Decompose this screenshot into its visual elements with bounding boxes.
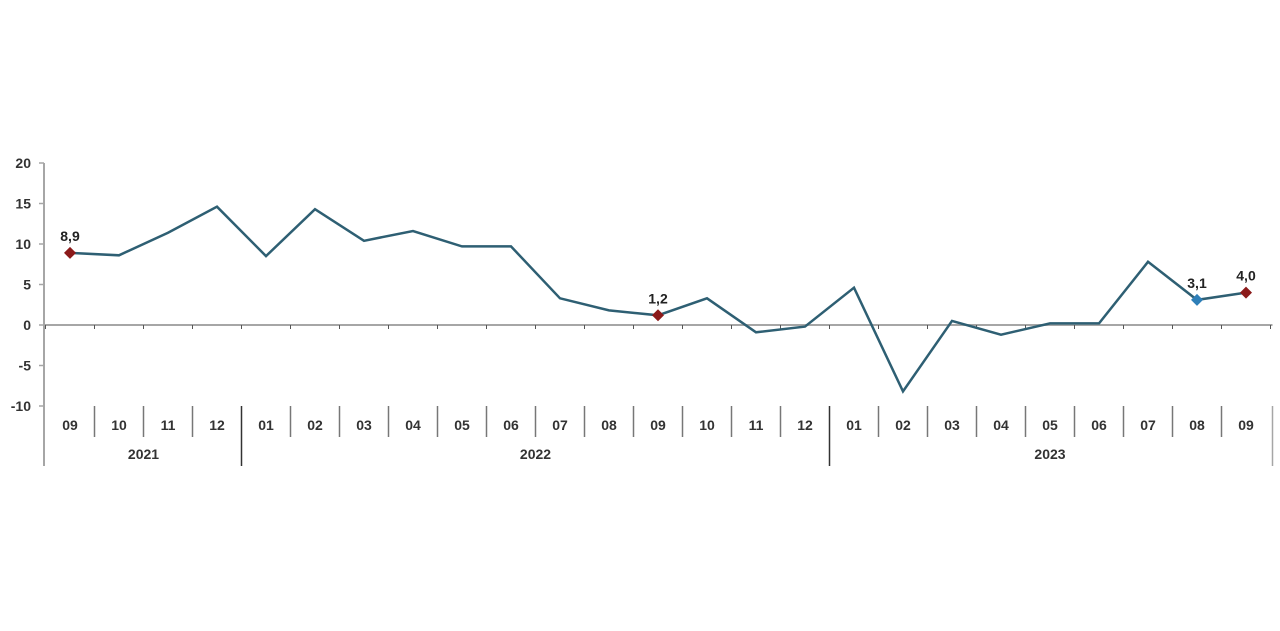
x-category-label: 09 — [650, 417, 666, 433]
x-category-label: 06 — [503, 417, 519, 433]
y-tick-label: 0 — [23, 317, 31, 333]
data-point-marker — [1240, 286, 1252, 299]
x-category-label: 05 — [1042, 417, 1058, 433]
year-label: 2023 — [1034, 446, 1065, 462]
x-category-label: 02 — [895, 417, 911, 433]
y-tick-label: 10 — [15, 236, 31, 252]
y-tick-label: 15 — [15, 196, 31, 212]
data-point-marker — [652, 309, 664, 322]
data-point-marker — [64, 246, 76, 259]
x-category-label: 07 — [552, 417, 568, 433]
x-axis: 09 10 11 12 01 02 03 04 05 06 07 08 09 10 11 12 01 02 03 04… — [44, 324, 1274, 466]
x-category-label: 11 — [749, 417, 764, 433]
x-category-label: 10 — [111, 417, 127, 433]
x-category-label: 07 — [1140, 417, 1156, 433]
data-point-label: 3,1 — [1187, 275, 1207, 291]
y-tick-label: -5 — [19, 358, 32, 374]
data-point-label: 4,0 — [1236, 268, 1256, 284]
data-point-marker — [1191, 293, 1203, 306]
x-category-label: 03 — [356, 417, 372, 433]
x-category-label: 06 — [1091, 417, 1107, 433]
year-label: 2022 — [520, 446, 551, 462]
x-category-label: 12 — [209, 417, 225, 433]
data-annotations: 8,9 1,2 3,1 4,0 — [60, 228, 1256, 322]
x-category-label: 12 — [797, 417, 813, 433]
y-tick-label: -10 — [11, 398, 31, 414]
x-category-label: 11 — [161, 417, 176, 433]
x-category-label: 09 — [1238, 417, 1254, 433]
y-tick-label: 5 — [23, 277, 31, 293]
data-point-label: 1,2 — [648, 290, 668, 306]
x-category-label: 02 — [307, 417, 323, 433]
y-axis: 20 15 10 5 0 -5 -10 — [11, 155, 45, 466]
x-category-label: 03 — [944, 417, 960, 433]
x-category-label: 04 — [405, 417, 421, 433]
x-category-label: 10 — [699, 417, 715, 433]
y-tick-label: 20 — [15, 155, 31, 171]
data-point-label: 8,9 — [60, 228, 80, 244]
x-category-label: 04 — [993, 417, 1009, 433]
x-category-label: 09 — [62, 417, 78, 433]
year-label: 2021 — [128, 446, 159, 462]
x-category-label: 08 — [601, 417, 617, 433]
x-category-label: 01 — [846, 417, 862, 433]
x-category-label: 08 — [1189, 417, 1205, 433]
x-category-label: 01 — [258, 417, 274, 433]
x-category-label: 05 — [454, 417, 470, 433]
